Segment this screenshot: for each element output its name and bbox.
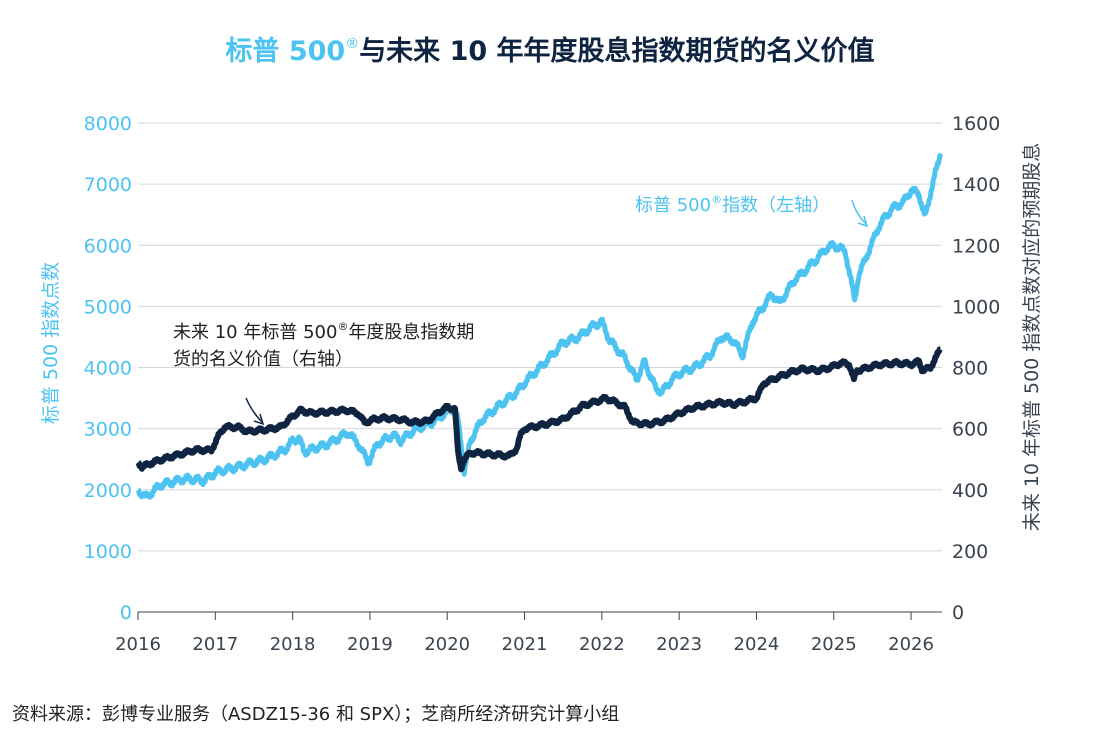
- annotation-dividend-line1: 未来 10 年标普 500®年度股息指数期: [173, 320, 474, 343]
- x-tick-label: 2016: [115, 634, 161, 655]
- chart-title: 标普 500®与未来 10 年年度股息指数期货的名义价值: [225, 35, 874, 67]
- x-tick-label: 2019: [347, 634, 393, 655]
- annotation-dividend-b: 年度股息指数期: [348, 322, 474, 343]
- y-right-tick-label: 600: [952, 419, 988, 441]
- annotation-spx-b: 指数（左轴）: [722, 195, 830, 216]
- y-left-tick-label: 0: [120, 602, 132, 624]
- x-tick-label: 2024: [734, 634, 780, 655]
- y-left-tick-label: 2000: [84, 480, 132, 502]
- y-left-tick-label: 5000: [84, 296, 132, 318]
- y-left-axis-label: 标普 500 指数点数: [40, 262, 62, 424]
- chart-title-spx: 标普 500: [225, 35, 345, 67]
- x-tick-label: 2026: [888, 634, 934, 655]
- y-left-tick-label: 4000: [84, 358, 132, 380]
- source-note: 资料来源：彭博专业服务（ASDZ15-36 和 SPX）；芝商所经济研究计算小组: [12, 704, 620, 725]
- annotation-spx: 标普 500®指数（左轴）: [635, 193, 830, 216]
- x-tick-label: 2025: [811, 634, 857, 655]
- y-right-tick-label: 800: [952, 358, 988, 380]
- series-line-spx: [136, 153, 943, 500]
- x-tick-label: 2022: [579, 634, 625, 655]
- y-left-tick-label: 1000: [84, 541, 132, 563]
- chart: 标普 500®与未来 10 年年度股息指数期货的名义价值 01000200030…: [40, 35, 1043, 655]
- y-left-tick-label: 3000: [84, 419, 132, 441]
- y-right-tick-label: 200: [952, 541, 988, 563]
- y-right-axis-label: 未来 10 年标普 500 指数点数对应的预期股息: [1021, 143, 1043, 532]
- x-tick-label: 2017: [192, 634, 238, 655]
- series-line-dividend: [135, 346, 943, 473]
- x-tick-label: 2020: [424, 634, 470, 655]
- x-tick-label: 2018: [270, 634, 316, 655]
- annotation-dividend-arrow: [245, 397, 263, 423]
- y-left-tick-label: 6000: [84, 235, 132, 257]
- annotation-spx-a: 标普 500: [635, 195, 711, 216]
- annotation-dividend-registered: ®: [337, 320, 348, 333]
- annotation-dividend-line2: 货的名义价值（右轴）: [173, 349, 353, 370]
- y-right-tick-label: 0: [952, 602, 964, 624]
- annotation-dividend-arrowhead: [253, 413, 265, 426]
- chart-title-registered: ®: [345, 36, 359, 52]
- x-tick-label: 2021: [502, 634, 548, 655]
- x-tick-label: 2023: [656, 634, 702, 655]
- left-axis-ticks: 0 1000 2000 3000 4000 5000 6000 7000 8000: [84, 113, 132, 624]
- annotation-spx-arrowhead: [857, 215, 869, 228]
- annotation-spx-arrow: [851, 199, 867, 225]
- right-axis-ticks: 0 200 400 600 800 1000 1200 1400 1600: [952, 113, 1000, 624]
- y-right-tick-label: 1000: [952, 296, 1000, 318]
- annotation-dividend-a: 未来 10 年标普 500: [173, 322, 337, 343]
- y-right-tick-label: 1600: [952, 113, 1000, 135]
- y-right-tick-label: 1200: [952, 235, 1000, 257]
- x-axis: 2016 2017 2018 2019 2020 2021 2022 2023 2024 2025…: [115, 611, 942, 655]
- annotation-spx-registered: ®: [711, 193, 722, 206]
- chart-title-rest: 与未来 10 年年度股息指数期货的名义价值: [359, 35, 874, 67]
- y-right-tick-label: 1400: [952, 174, 1000, 196]
- y-left-tick-label: 7000: [84, 174, 132, 196]
- y-right-tick-label: 400: [952, 480, 988, 502]
- y-left-tick-label: 8000: [84, 113, 132, 135]
